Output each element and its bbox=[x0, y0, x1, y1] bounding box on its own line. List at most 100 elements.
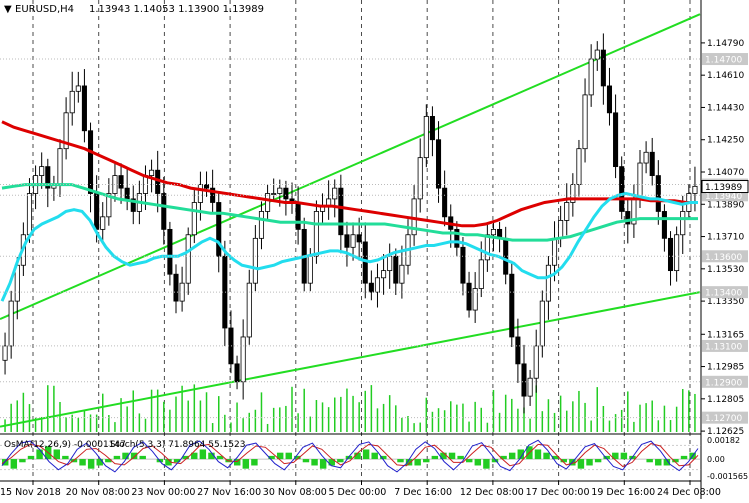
candle-body bbox=[234, 363, 240, 383]
price-level-label: 1.13600 bbox=[705, 253, 742, 263]
candle-body bbox=[564, 202, 570, 221]
candle-body bbox=[295, 202, 301, 230]
osma-bar bbox=[620, 452, 628, 460]
osma-bar bbox=[208, 452, 215, 460]
osma-bar bbox=[191, 452, 198, 460]
candle-body bbox=[466, 282, 472, 311]
candle-body bbox=[399, 264, 405, 284]
osma-bar bbox=[646, 459, 653, 463]
price-tick-label: 1.14430 bbox=[707, 103, 744, 113]
candle-body bbox=[374, 277, 381, 293]
candle-body bbox=[509, 273, 515, 338]
indicator-panel: 0.00182 0.00 -0.001565 bbox=[0, 436, 748, 481]
candle-body bbox=[81, 85, 87, 132]
osma-bar bbox=[79, 459, 86, 466]
time-tick-label: 27 Nov 16:00 bbox=[197, 487, 261, 498]
osma-bar bbox=[165, 459, 172, 466]
time-tick-label: 17 Dec 00:00 bbox=[526, 487, 590, 498]
channel-lines bbox=[0, 13, 701, 428]
candle-body bbox=[185, 234, 191, 284]
osma-bar bbox=[276, 452, 284, 460]
osma-bar bbox=[10, 459, 18, 469]
osma-bar bbox=[371, 452, 378, 460]
time-tick-label: 30 Nov 08:00 bbox=[263, 487, 327, 498]
time-tick-label: 5 Dec 00:00 bbox=[328, 487, 386, 498]
candle-body bbox=[643, 151, 649, 164]
candle-body bbox=[57, 148, 63, 185]
candle-body bbox=[118, 175, 124, 189]
candle-body bbox=[472, 288, 478, 311]
time-tick-label: 19 Dec 16:00 bbox=[591, 487, 655, 498]
osma-bar bbox=[319, 459, 327, 469]
price-tick-label: 1.13710 bbox=[707, 233, 744, 243]
price-level-box bbox=[702, 411, 748, 424]
price-level-label: 1.12700 bbox=[705, 414, 742, 424]
osma-bar bbox=[311, 459, 318, 466]
candle-body bbox=[545, 264, 551, 302]
price-tick-label: 1.12985 bbox=[707, 363, 744, 373]
time-tick-label: 24 Dec 08:00 bbox=[657, 487, 721, 498]
osma-bar bbox=[96, 459, 103, 466]
osma-bar bbox=[543, 452, 550, 460]
osma-bar bbox=[362, 449, 370, 460]
candle-body bbox=[381, 270, 387, 279]
candle-body bbox=[558, 220, 564, 239]
osma-bar bbox=[53, 449, 60, 460]
candle-body bbox=[179, 282, 185, 302]
indicator-tick-label: 0.00 bbox=[707, 455, 725, 464]
price-level-label: 1.12900 bbox=[705, 378, 742, 388]
candle-body bbox=[655, 175, 661, 212]
candle-body bbox=[100, 216, 106, 230]
indicator-tick-label: 0.00182 bbox=[707, 436, 740, 445]
price-level-label: 1.13940 bbox=[705, 192, 742, 202]
candle-body bbox=[435, 139, 442, 189]
candle-body bbox=[417, 157, 423, 200]
osma-bar bbox=[216, 455, 224, 460]
time-axis-labels: 15 Nov 2018 20 Nov 08:00 23 Nov 00:00 27 No… bbox=[0, 481, 721, 498]
candle-body bbox=[600, 49, 606, 87]
time-tick-label: 23 Nov 00:00 bbox=[131, 487, 195, 498]
osma-bar bbox=[508, 452, 516, 460]
candle-body bbox=[313, 211, 319, 257]
price-tick-label: 1.13530 bbox=[707, 265, 744, 275]
candle-body bbox=[362, 241, 368, 284]
time-tick-label: 7 Dec 16:00 bbox=[394, 487, 452, 498]
candle-body bbox=[606, 85, 613, 114]
time-tick-label: 20 Nov 08:00 bbox=[66, 487, 130, 498]
symbol-arrow-icon: ▼ bbox=[4, 4, 12, 15]
candle-body bbox=[130, 198, 136, 212]
osma-bar bbox=[612, 452, 619, 460]
candle-body bbox=[240, 336, 246, 383]
candle-body bbox=[429, 116, 435, 141]
price-tick-label: 1.14250 bbox=[707, 136, 744, 146]
osma-bar bbox=[586, 459, 593, 466]
candle-body bbox=[142, 175, 149, 194]
osma-bar bbox=[474, 459, 482, 466]
candle-body bbox=[393, 255, 399, 284]
price-tick-label: 1.12625 bbox=[707, 427, 744, 437]
candle-body bbox=[26, 193, 33, 236]
candle-body bbox=[454, 228, 460, 248]
candle-body bbox=[527, 377, 533, 397]
candle-body bbox=[197, 184, 203, 203]
osma-bar bbox=[199, 449, 207, 460]
candle-body bbox=[515, 336, 521, 365]
candle-body bbox=[69, 90, 75, 114]
candle-body bbox=[332, 187, 338, 200]
candle-body bbox=[124, 187, 130, 200]
candle-body bbox=[594, 49, 600, 60]
candle-body bbox=[344, 234, 350, 248]
osma-bar bbox=[655, 459, 662, 466]
candle-body bbox=[222, 255, 228, 329]
price-tick-label: 1.14070 bbox=[707, 168, 744, 178]
candle-body bbox=[265, 193, 271, 212]
osma-bar bbox=[380, 455, 387, 460]
osma-bar bbox=[182, 455, 189, 460]
osma-bar bbox=[466, 459, 473, 463]
osma-bar bbox=[122, 452, 129, 460]
price-tick-label: 1.12805 bbox=[707, 395, 744, 405]
osma-bar bbox=[285, 452, 292, 460]
candle-body bbox=[338, 187, 344, 236]
volume-bars bbox=[4, 384, 696, 432]
